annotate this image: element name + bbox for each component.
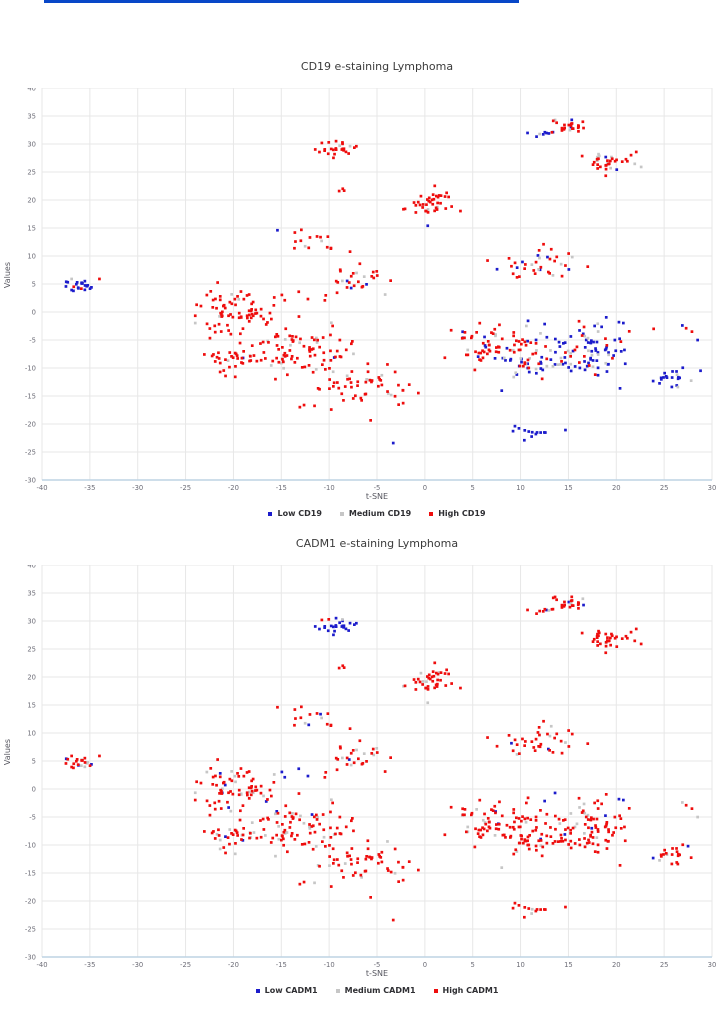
svg-text:40: 40 — [27, 88, 36, 92]
svg-text:10: 10 — [516, 961, 525, 969]
x-axis-label-cd19: t-SNE — [365, 492, 389, 501]
svg-text:-10: -10 — [25, 841, 36, 849]
svg-text:-15: -15 — [25, 392, 36, 400]
svg-text:-30: -30 — [25, 476, 36, 484]
svg-text:-35: -35 — [84, 961, 95, 969]
svg-text:0: 0 — [423, 961, 427, 969]
svg-text:-20: -20 — [25, 420, 36, 428]
svg-text:30: 30 — [27, 140, 36, 148]
chart-title-cd19: CD19 e-staining Lymphoma — [300, 60, 454, 73]
svg-text:25: 25 — [660, 484, 669, 492]
svg-text:10: 10 — [27, 252, 36, 260]
svg-text:-15: -15 — [276, 961, 287, 969]
legend-marker-low-icon — [268, 511, 273, 516]
cd19-scatter-plot: -40 -35 -30 -25 -20 -15 -10 -5 0 5 10 15 20 25 30 -30 -2… — [25, 88, 717, 492]
svg-text:25: 25 — [660, 961, 669, 969]
svg-text:30: 30 — [708, 484, 717, 492]
svg-text:-10: -10 — [25, 364, 36, 372]
legend-marker-medium-icon — [335, 988, 340, 993]
cadm1-scatter-plot: -40 -35 -30 -25 -20 -15 -10 -5 0 5 10 15 20 25 30 -30 -2… — [25, 565, 717, 969]
svg-text:-5: -5 — [374, 484, 381, 492]
legend-item-low-cadm1[interactable]: Low CADM1 — [255, 986, 318, 995]
legend-label: High CD19 — [438, 509, 486, 518]
legend-label: High CADM1 — [442, 986, 499, 995]
svg-text:20: 20 — [27, 673, 36, 681]
svg-text:20: 20 — [612, 484, 621, 492]
svg-text:-40: -40 — [36, 961, 47, 969]
chart-title-cadm1: CADM1 e-staining Lymphoma — [295, 537, 459, 550]
legend-item-medium-cadm1[interactable]: Medium CADM1 — [335, 986, 416, 995]
svg-text:-5: -5 — [29, 336, 36, 344]
legend-label: Medium CD19 — [348, 509, 412, 518]
svg-text:0: 0 — [32, 308, 36, 316]
svg-text:10: 10 — [516, 484, 525, 492]
svg-text:-25: -25 — [25, 448, 36, 456]
y-axis-label-cadm1: Values — [3, 739, 12, 766]
legend-marker-high-icon — [433, 988, 438, 993]
svg-text:25: 25 — [27, 168, 36, 176]
svg-text:15: 15 — [564, 484, 573, 492]
svg-text:-30: -30 — [25, 953, 36, 961]
svg-text:5: 5 — [32, 280, 36, 288]
svg-text:30: 30 — [27, 617, 36, 625]
legend-label: Medium CADM1 — [344, 986, 416, 995]
svg-text:5: 5 — [471, 484, 475, 492]
legend-marker-low-icon — [255, 988, 260, 993]
svg-text:5: 5 — [32, 757, 36, 765]
svg-text:0: 0 — [423, 484, 427, 492]
svg-text:-10: -10 — [324, 484, 335, 492]
legend-cd19: Low CD19 Medium CD19 High CD19 — [42, 509, 712, 518]
legend-item-high-cd19[interactable]: High CD19 — [429, 509, 486, 518]
svg-text:15: 15 — [27, 701, 36, 709]
svg-text:20: 20 — [27, 196, 36, 204]
svg-text:-40: -40 — [36, 484, 47, 492]
svg-text:15: 15 — [27, 224, 36, 232]
svg-text:-5: -5 — [374, 961, 381, 969]
svg-text:30: 30 — [708, 961, 717, 969]
legend-marker-medium-icon — [339, 511, 344, 516]
top-blue-line — [44, 0, 519, 3]
svg-text:-35: -35 — [84, 484, 95, 492]
legend-item-low-cd19[interactable]: Low CD19 — [268, 509, 322, 518]
svg-text:10: 10 — [27, 729, 36, 737]
svg-text:-20: -20 — [228, 961, 239, 969]
svg-text:35: 35 — [27, 112, 36, 120]
svg-text:-15: -15 — [25, 869, 36, 877]
svg-text:-20: -20 — [25, 897, 36, 905]
svg-text:-20: -20 — [228, 484, 239, 492]
legend-item-high-cadm1[interactable]: High CADM1 — [433, 986, 499, 995]
svg-text:0: 0 — [32, 785, 36, 793]
svg-text:35: 35 — [27, 589, 36, 597]
svg-text:25: 25 — [27, 645, 36, 653]
svg-text:-15: -15 — [276, 484, 287, 492]
svg-text:5: 5 — [471, 961, 475, 969]
svg-text:-25: -25 — [180, 484, 191, 492]
svg-text:-25: -25 — [25, 925, 36, 933]
legend-label: Low CADM1 — [264, 986, 318, 995]
svg-text:20: 20 — [612, 961, 621, 969]
svg-text:-25: -25 — [180, 961, 191, 969]
legend-marker-high-icon — [429, 511, 434, 516]
svg-text:-10: -10 — [324, 961, 335, 969]
svg-text:40: 40 — [27, 565, 36, 569]
svg-text:-30: -30 — [132, 484, 143, 492]
legend-cadm1: Low CADM1 Medium CADM1 High CADM1 — [42, 986, 712, 995]
svg-text:-30: -30 — [132, 961, 143, 969]
svg-text:-5: -5 — [29, 813, 36, 821]
legend-item-medium-cd19[interactable]: Medium CD19 — [339, 509, 412, 518]
svg-text:15: 15 — [564, 961, 573, 969]
x-axis-label-cadm1: t-SNE — [365, 969, 389, 978]
y-axis-label-cd19: Values — [3, 262, 12, 289]
legend-label: Low CD19 — [277, 509, 322, 518]
